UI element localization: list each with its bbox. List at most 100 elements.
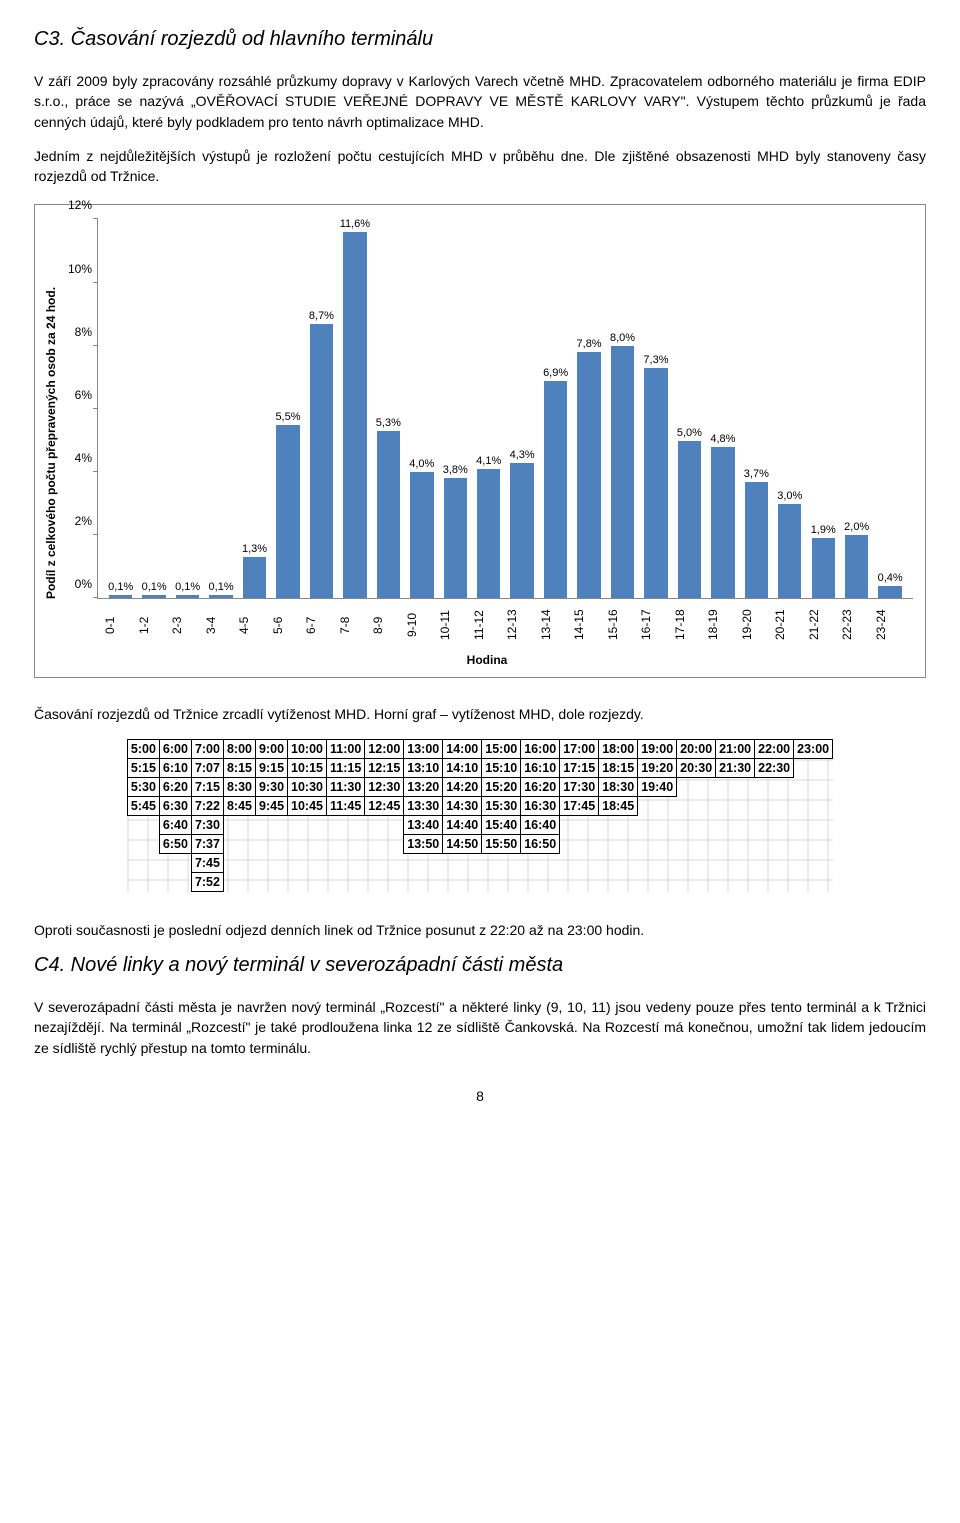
bar-value-label: 1,3% xyxy=(242,543,267,555)
schedule-cell xyxy=(755,815,794,834)
bar xyxy=(142,595,165,598)
x-tick-label: 20-21 xyxy=(773,605,807,645)
y-tick-label: 12% xyxy=(62,198,92,212)
y-tick-mark xyxy=(93,534,98,535)
bar xyxy=(209,595,232,598)
schedule-cell: 14:50 xyxy=(443,834,482,853)
schedule-cell: 18:45 xyxy=(599,796,638,815)
schedule-cell xyxy=(755,777,794,796)
schedule-cell: 9:00 xyxy=(256,739,288,758)
bar-slot: 8,7% xyxy=(305,219,338,598)
schedule-cell xyxy=(256,872,288,891)
schedule-cell xyxy=(677,872,716,891)
schedule-cell: 10:00 xyxy=(288,739,327,758)
x-tick-label: 3-4 xyxy=(204,605,238,645)
table-row: 5:306:207:158:309:3010:3011:3012:3013:20… xyxy=(127,777,832,796)
schedule-cell xyxy=(638,815,677,834)
schedule-cell: 10:30 xyxy=(288,777,327,796)
schedule-cell xyxy=(794,815,833,834)
schedule-cell: 11:30 xyxy=(327,777,365,796)
schedule-cell xyxy=(755,834,794,853)
schedule-cell xyxy=(365,872,404,891)
schedule-cell: 6:10 xyxy=(159,758,191,777)
bar-slot: 1,3% xyxy=(238,219,271,598)
schedule-cell xyxy=(127,834,159,853)
schedule-cell xyxy=(365,834,404,853)
bar-value-label: 5,3% xyxy=(376,417,401,429)
schedule-cell: 13:10 xyxy=(404,758,443,777)
bar-value-label: 0,1% xyxy=(209,581,234,593)
bar-slot: 6,9% xyxy=(539,219,572,598)
x-ticks: 0-11-22-33-44-55-66-77-88-99-1010-1111-1… xyxy=(97,599,913,645)
utilization-chart: Podíl z celkového počtu přepravených oso… xyxy=(34,204,926,678)
bar xyxy=(878,586,901,599)
schedule-cell: 14:30 xyxy=(443,796,482,815)
schedule-cell xyxy=(223,834,255,853)
bar-slot: 5,3% xyxy=(372,219,405,598)
schedule-cell: 20:30 xyxy=(677,758,716,777)
schedule-cell: 14:40 xyxy=(443,815,482,834)
bar-value-label: 1,9% xyxy=(811,524,836,536)
schedule-cell: 20:00 xyxy=(677,739,716,758)
bar-value-label: 2,0% xyxy=(844,521,869,533)
schedule-cell: 8:45 xyxy=(223,796,255,815)
bar-slot: 3,8% xyxy=(439,219,472,598)
schedule-cell xyxy=(127,853,159,872)
schedule-cell: 23:00 xyxy=(794,739,833,758)
bar xyxy=(644,368,667,599)
schedule-cell xyxy=(443,853,482,872)
heading-c3: C3. Časování rozjezdů od hlavního termin… xyxy=(34,28,926,51)
schedule-cell xyxy=(599,815,638,834)
bar-value-label: 4,0% xyxy=(409,458,434,470)
bar-slot: 4,8% xyxy=(706,219,739,598)
paragraph-3: Oproti současnosti je poslední odjezd de… xyxy=(34,920,926,940)
schedule-cell xyxy=(288,853,327,872)
bar-slot: 4,0% xyxy=(405,219,438,598)
x-tick-label: 19-20 xyxy=(740,605,774,645)
bar xyxy=(577,352,600,598)
bar-value-label: 7,8% xyxy=(577,338,602,350)
schedule-cell: 6:30 xyxy=(159,796,191,815)
schedule-cell: 11:15 xyxy=(327,758,365,777)
table-row: 6:407:30 13:4014:4015:4016:40 xyxy=(127,815,832,834)
paragraph-2: Jedním z nejdůležitějších výstupů je roz… xyxy=(34,146,926,187)
schedule-cell: 15:50 xyxy=(482,834,521,853)
schedule-cell: 14:20 xyxy=(443,777,482,796)
schedule-cell xyxy=(404,853,443,872)
schedule-cell xyxy=(716,853,755,872)
schedule-cell: 5:00 xyxy=(127,739,159,758)
schedule-cell: 15:30 xyxy=(482,796,521,815)
bar-value-label: 6,9% xyxy=(543,367,568,379)
schedule-cell: 22:30 xyxy=(755,758,794,777)
x-tick-label: 11-12 xyxy=(472,605,506,645)
bar-value-label: 4,1% xyxy=(476,455,501,467)
bar xyxy=(477,469,500,598)
bar xyxy=(276,425,299,599)
schedule-cell xyxy=(638,872,677,891)
schedule-cell xyxy=(716,815,755,834)
schedule-table: 5:006:007:008:009:0010:0011:0012:0013:00… xyxy=(127,739,833,892)
x-tick-label: 17-18 xyxy=(673,605,707,645)
schedule-cell: 16:30 xyxy=(521,796,560,815)
bar-slot: 3,7% xyxy=(740,219,773,598)
schedule-cell xyxy=(677,834,716,853)
bar-slot: 8,0% xyxy=(606,219,639,598)
schedule-cell: 18:15 xyxy=(599,758,638,777)
bar-value-label: 3,0% xyxy=(777,490,802,502)
y-tick-label: 2% xyxy=(62,514,92,528)
schedule-cell xyxy=(365,853,404,872)
plot-area: 0,1%0,1%0,1%0,1%1,3%5,5%8,7%11,6%5,3%4,0… xyxy=(97,219,913,599)
bar xyxy=(611,346,634,599)
bar xyxy=(778,504,801,599)
schedule-cell xyxy=(677,796,716,815)
schedule-cell xyxy=(794,853,833,872)
schedule-cell: 7:37 xyxy=(191,834,223,853)
schedule-cell: 15:20 xyxy=(482,777,521,796)
x-tick-label: 5-6 xyxy=(271,605,305,645)
schedule-cell: 7:52 xyxy=(191,872,223,891)
bar-slot: 0,1% xyxy=(171,219,204,598)
bar-slot: 7,8% xyxy=(572,219,605,598)
y-tick-mark xyxy=(93,345,98,346)
bar-value-label: 11,6% xyxy=(340,218,370,230)
x-tick-label: 12-13 xyxy=(505,605,539,645)
